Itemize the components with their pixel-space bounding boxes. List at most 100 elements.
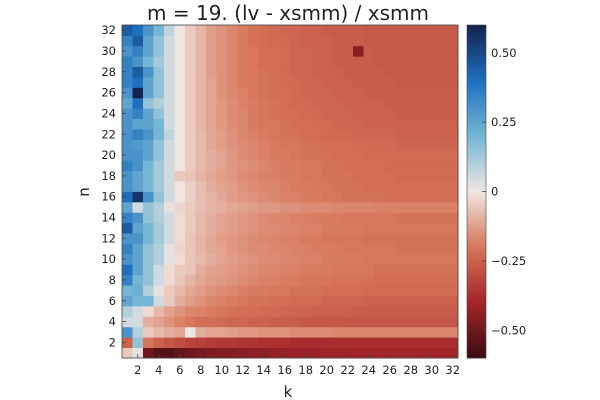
heatmap-cell [437,77,448,88]
x-axis: 2 4 6 8 10 12 14 16 18 20 22 24 26 28 30 32 [134,354,460,377]
heatmap-cell [153,35,165,47]
heatmap-cell [174,264,186,276]
heatmap-cell [132,97,144,109]
heatmap-cell [363,337,375,348]
heatmap-cell [290,326,301,338]
heatmap-cell [248,97,259,109]
heatmap-cell [342,97,354,109]
heatmap-cell [395,129,406,140]
heatmap-cell [311,97,322,109]
heatmap-cell [206,35,217,47]
heatmap-cell [122,66,133,78]
heatmap-cell [311,233,322,244]
heatmap-cell [374,118,385,130]
heatmap-cell [395,212,406,224]
heatmap-cell [164,326,175,338]
heatmap-cell [437,87,448,99]
heatmap-cell [290,253,301,265]
heatmap-cell [416,129,427,140]
heatmap-cell [258,233,270,244]
heatmap-cell [227,337,238,348]
heatmap-cell [132,243,144,255]
heatmap-cell [206,45,217,57]
heatmap-cell [395,201,406,213]
x-tick-label: 26 [382,363,397,377]
colorbar-segment [467,244,486,248]
heatmap-cell [447,97,459,109]
heatmap-cell [269,233,280,244]
heatmap-cell [122,191,133,203]
x-tick-label: 32 [445,363,460,377]
colorbar-segment [467,105,486,109]
heatmap-cell [206,170,217,182]
heatmap-cell [164,97,175,109]
colorbar-segment [467,333,486,337]
heatmap-cell [216,337,228,348]
heatmap-cell [321,295,333,307]
heatmap-cell [374,129,385,140]
heatmap-cell [353,87,364,99]
heatmap-cell [321,181,333,192]
colorbar-segment [467,160,486,165]
heatmap-cell [374,160,385,172]
heatmap-cell [237,66,249,78]
heatmap-cell [227,45,238,57]
heatmap-cell [132,285,144,296]
heatmap-cell [132,316,144,328]
heatmap-cell [185,264,196,276]
heatmap-cell [227,87,238,99]
heatmap-cell [426,87,438,99]
heatmap-cell [227,97,238,109]
heatmap-cell [426,233,438,244]
heatmap-cell [290,222,301,234]
heatmap-cell [164,274,175,286]
heatmap-cell [384,77,396,88]
heatmap-cell [164,243,175,255]
heatmap-cell [174,139,186,151]
heatmap-cell [269,118,280,130]
heatmap-cell [164,149,175,161]
heatmap-cell [279,264,291,276]
heatmap-cell [342,316,354,328]
colorbar-segment [467,55,486,59]
heatmap-cell [164,118,175,130]
heatmap-cell [311,25,322,36]
heatmap-cell [153,347,165,359]
heatmap-cell [416,191,427,203]
heatmap-cell [174,87,186,99]
heatmap-cell [405,305,417,317]
heatmap-cell [206,77,217,88]
colorbar-segment [467,52,486,56]
heatmap-cell [269,45,280,57]
heatmap-cell [216,222,228,234]
heatmap-cell [384,149,396,161]
heatmap-cell [164,129,175,140]
heatmap-cell [227,253,238,265]
colorbar-segment [467,77,486,81]
heatmap-cell [195,97,207,109]
heatmap-cell [174,243,186,255]
heatmap-cell [279,274,291,286]
heatmap-cell [405,233,417,244]
heatmap-cell [321,316,333,328]
colorbar-segment [467,74,486,79]
heatmap-cell [174,149,186,161]
heatmap-cell [311,337,322,348]
heatmap-cell [185,201,196,213]
heatmap-cell [416,233,427,244]
heatmap-cell [185,87,196,99]
x-tick-label: 4 [155,363,162,377]
heatmap-cell [405,274,417,286]
colorbar-tick-label: −0.25 [491,254,526,268]
heatmap-cell [195,118,207,130]
heatmap-cell [227,160,238,172]
heatmap-cell [248,170,259,182]
heatmap-cell [353,129,364,140]
heatmap-cell [258,181,270,192]
heatmap-cell [363,285,375,296]
heatmap-cell [248,305,259,317]
heatmap-cell [237,87,249,99]
heatmap-cell [153,274,165,286]
heatmap-cell [363,222,375,234]
heatmap-cell [258,326,270,338]
